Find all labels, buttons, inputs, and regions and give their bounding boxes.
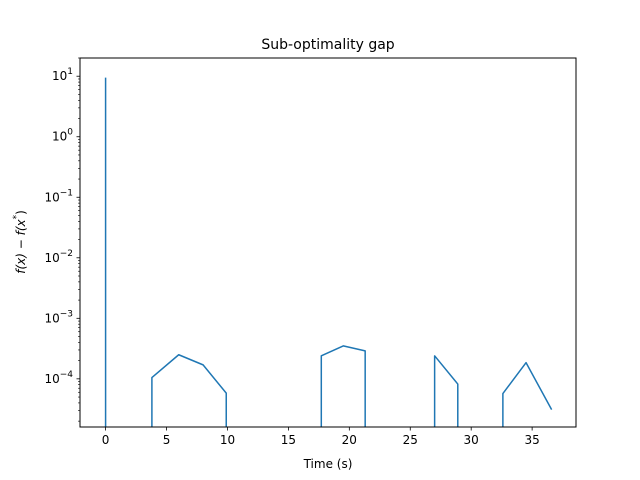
y-axis-label-close: ) xyxy=(14,210,28,215)
x-tick-label: 35 xyxy=(524,433,539,447)
series-line-segment-4 xyxy=(433,355,459,427)
y-axis: 101 100 10−1 10−2 10−3 10−4 xyxy=(44,57,80,422)
y-axis-label-base: f(x) − f(x xyxy=(14,219,28,274)
x-tick-label: 30 xyxy=(464,433,479,447)
series-line-segment-2 xyxy=(151,354,227,427)
y-tick-label: 10−2 xyxy=(44,249,73,265)
x-tick-label: 20 xyxy=(342,433,357,447)
series-line-segment-5 xyxy=(502,361,553,427)
y-tick-label: 10−4 xyxy=(44,370,73,386)
chart-title: Sub-optimality gap xyxy=(261,37,394,53)
y-tick-label: 100 xyxy=(52,128,73,144)
x-tick-label: 5 xyxy=(163,433,171,447)
x-axis-label: Time (s) xyxy=(303,457,353,471)
series-line-segment-3 xyxy=(320,345,366,427)
y-tick-label: 10−3 xyxy=(44,309,73,325)
plot-lines xyxy=(104,77,553,427)
x-tick-label: 10 xyxy=(220,433,235,447)
y-tick-label: 101 xyxy=(52,67,73,83)
x-axis: 0 5 10 15 20 25 30 35 xyxy=(102,427,540,447)
x-tick-label: 25 xyxy=(403,433,418,447)
y-axis-label-superscript: * xyxy=(12,214,22,219)
plot-frame xyxy=(79,57,577,428)
y-axis-label: f(x) − f(x*) xyxy=(12,210,28,274)
y-tick-label: 10−1 xyxy=(44,188,73,204)
x-tick-label: 15 xyxy=(281,433,296,447)
x-tick-label: 0 xyxy=(102,433,110,447)
